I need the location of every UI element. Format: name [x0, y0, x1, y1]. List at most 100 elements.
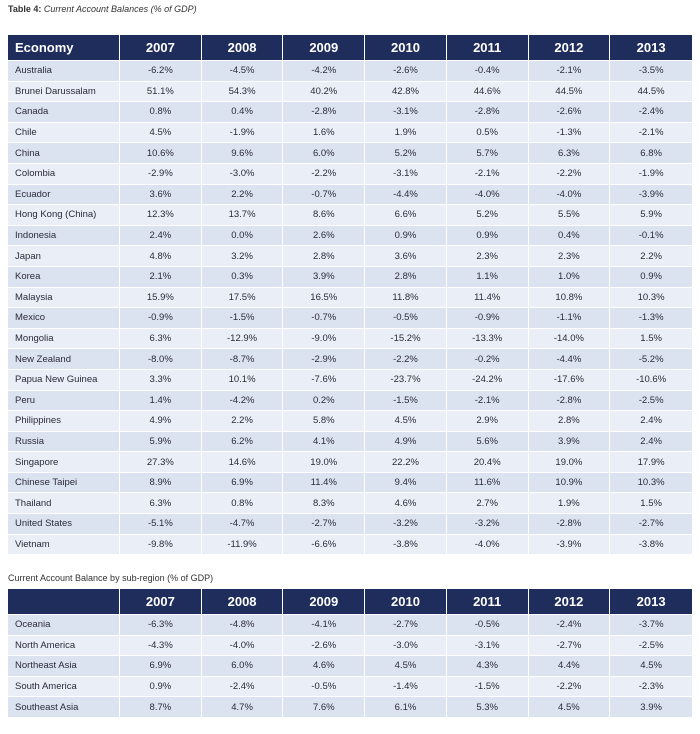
table-cell: 2.4% — [120, 224, 202, 246]
column-header-year: 2011 — [446, 589, 529, 614]
row-label: Korea — [8, 265, 121, 287]
table-cell: -24.2% — [446, 368, 529, 390]
table-cell: 4.5% — [528, 696, 611, 717]
table-cell: -4.0% — [446, 533, 529, 555]
row-label: Japan — [8, 245, 121, 266]
table-cell: -13.3% — [446, 327, 529, 349]
table-row: Korea 2.1% 0.3% 3.9% 2.8% 1.1% 1.0% 0.9% — [8, 265, 692, 287]
table-cell: 4.6% — [283, 655, 366, 676]
table-row: Singapore 27.3% 14.6% 19.0% 22.2% 20.4% 19.0% 1… — [8, 451, 692, 472]
column-header-year: 2010 — [365, 35, 447, 60]
table-cell: 2.4% — [610, 430, 692, 452]
table-cell: 2.8% — [528, 410, 611, 431]
table-row: Australia -6.2% -4.5% -4.2% -2.6% -0.4% -2.1% -… — [8, 60, 692, 81]
table-cell: 2.8% — [283, 245, 366, 266]
row-label: South America — [8, 675, 121, 697]
table-cell: -4.0% — [528, 183, 611, 205]
table-cell: 13.7% — [201, 204, 284, 225]
column-header-year: 2013 — [610, 589, 692, 614]
table-cell: -23.7% — [365, 368, 447, 390]
table-cell: -3.2% — [446, 513, 529, 534]
table-cell: -3.9% — [528, 533, 611, 555]
row-label: Ecuador — [8, 183, 121, 205]
table-cell: 0.9% — [365, 224, 447, 246]
table-cell: 4.1% — [283, 430, 366, 452]
table-cell: -1.5% — [201, 307, 284, 328]
table-cell: 1.1% — [446, 265, 529, 287]
table-cell: 8.6% — [283, 204, 366, 225]
table-cell: 6.3% — [120, 327, 202, 349]
table-cell: 2.3% — [528, 245, 611, 266]
table-cell: 0.3% — [201, 265, 284, 287]
row-label: Chile — [8, 121, 121, 143]
table-cell: -14.0% — [528, 327, 611, 349]
table-row: Colombia -2.9% -3.0% -2.2% -3.1% -2.1% -2.2% -1… — [8, 162, 692, 184]
row-label: Vietnam — [8, 533, 121, 555]
table-cell: -0.5% — [365, 307, 447, 328]
table-cell: 14.6% — [201, 451, 284, 472]
table-cell: 5.8% — [283, 410, 366, 431]
table-cell: -3.1% — [365, 101, 447, 122]
table-cell: 0.4% — [201, 101, 284, 122]
table-cell: -2.8% — [446, 101, 529, 122]
table-cell: 51.1% — [120, 80, 202, 102]
row-label: Northeast Asia — [8, 655, 121, 676]
column-header-year: 2008 — [201, 35, 284, 60]
row-label: Malaysia — [8, 286, 121, 308]
table-cell: -3.9% — [610, 183, 692, 205]
table-cell: 4.9% — [120, 410, 202, 431]
table-cell: 54.3% — [201, 80, 284, 102]
column-header-year: 2009 — [283, 589, 366, 614]
table-cell: -12.9% — [201, 327, 284, 349]
table-cell: -3.2% — [365, 513, 447, 534]
table-cell: 5.6% — [446, 430, 529, 452]
table-cell: 2.2% — [201, 410, 284, 431]
table-cell: -2.7% — [610, 513, 692, 534]
table-cell: -4.5% — [201, 60, 284, 81]
table-row: United States -5.1% -4.7% -2.7% -3.2% -3.2% -2… — [8, 513, 692, 534]
table-cell: 1.9% — [528, 492, 611, 514]
table-cell: 4.9% — [365, 430, 447, 452]
table-cell: -2.8% — [528, 389, 611, 411]
table-cell: -1.9% — [610, 162, 692, 184]
table-row: Mongolia 6.3% -12.9% -9.0% -15.2% -13.3% -14.0… — [8, 327, 692, 349]
table-row: Northeast Asia 6.9% 6.0% 4.6% 4.5% 4.3% 4.4% 4.… — [8, 655, 692, 676]
row-label: Philippines — [8, 410, 121, 431]
table-cell: -4.1% — [283, 614, 366, 635]
table-cell: 6.3% — [120, 492, 202, 514]
table-cell: 5.7% — [446, 142, 529, 163]
table-cell: -2.1% — [610, 121, 692, 143]
table-row: Philippines 4.9% 2.2% 5.8% 4.5% 2.9% 2.8% 2.4% — [8, 410, 692, 431]
table-cell: 6.0% — [283, 142, 366, 163]
table-cell: -3.8% — [365, 533, 447, 555]
subregion-balances-table: 2007 2008 2009 2010 2011 2012 2013 Oceania -6.3… — [8, 589, 692, 717]
table-cell: 3.2% — [201, 245, 284, 266]
table-cell: 2.2% — [610, 245, 692, 266]
table-cell: -4.7% — [201, 513, 284, 534]
table-cell: -2.4% — [201, 675, 284, 697]
table-cell: 0.2% — [283, 389, 366, 411]
table-cell: 1.6% — [283, 121, 366, 143]
column-header-year: 2012 — [528, 35, 611, 60]
row-label: Canada — [8, 101, 121, 122]
table-cell: -9.8% — [120, 533, 202, 555]
table-cell: -4.0% — [201, 634, 284, 656]
table-cell: 17.5% — [201, 286, 284, 308]
table-cell: 1.5% — [610, 327, 692, 349]
table-cell: 17.9% — [610, 451, 692, 472]
table-cell: 0.9% — [446, 224, 529, 246]
table-cell: -2.8% — [528, 513, 611, 534]
row-label: Southeast Asia — [8, 696, 121, 717]
table-cell: -2.7% — [283, 513, 366, 534]
table-cell: -3.1% — [365, 162, 447, 184]
table-cell: 0.0% — [201, 224, 284, 246]
table-cell: 4.5% — [610, 655, 692, 676]
table-cell: 6.8% — [610, 142, 692, 163]
header-row: Economy 2007 2008 2009 2010 2011 2012 2013 — [8, 35, 692, 60]
table-cell: -1.3% — [528, 121, 611, 143]
table-cell: 6.2% — [201, 430, 284, 452]
table-cell: -1.5% — [446, 675, 529, 697]
table-cell: 11.4% — [446, 286, 529, 308]
table-row: Mexico -0.9% -1.5% -0.7% -0.5% -0.9% -1.1% -1.3… — [8, 307, 692, 328]
table-cell: 4.3% — [446, 655, 529, 676]
